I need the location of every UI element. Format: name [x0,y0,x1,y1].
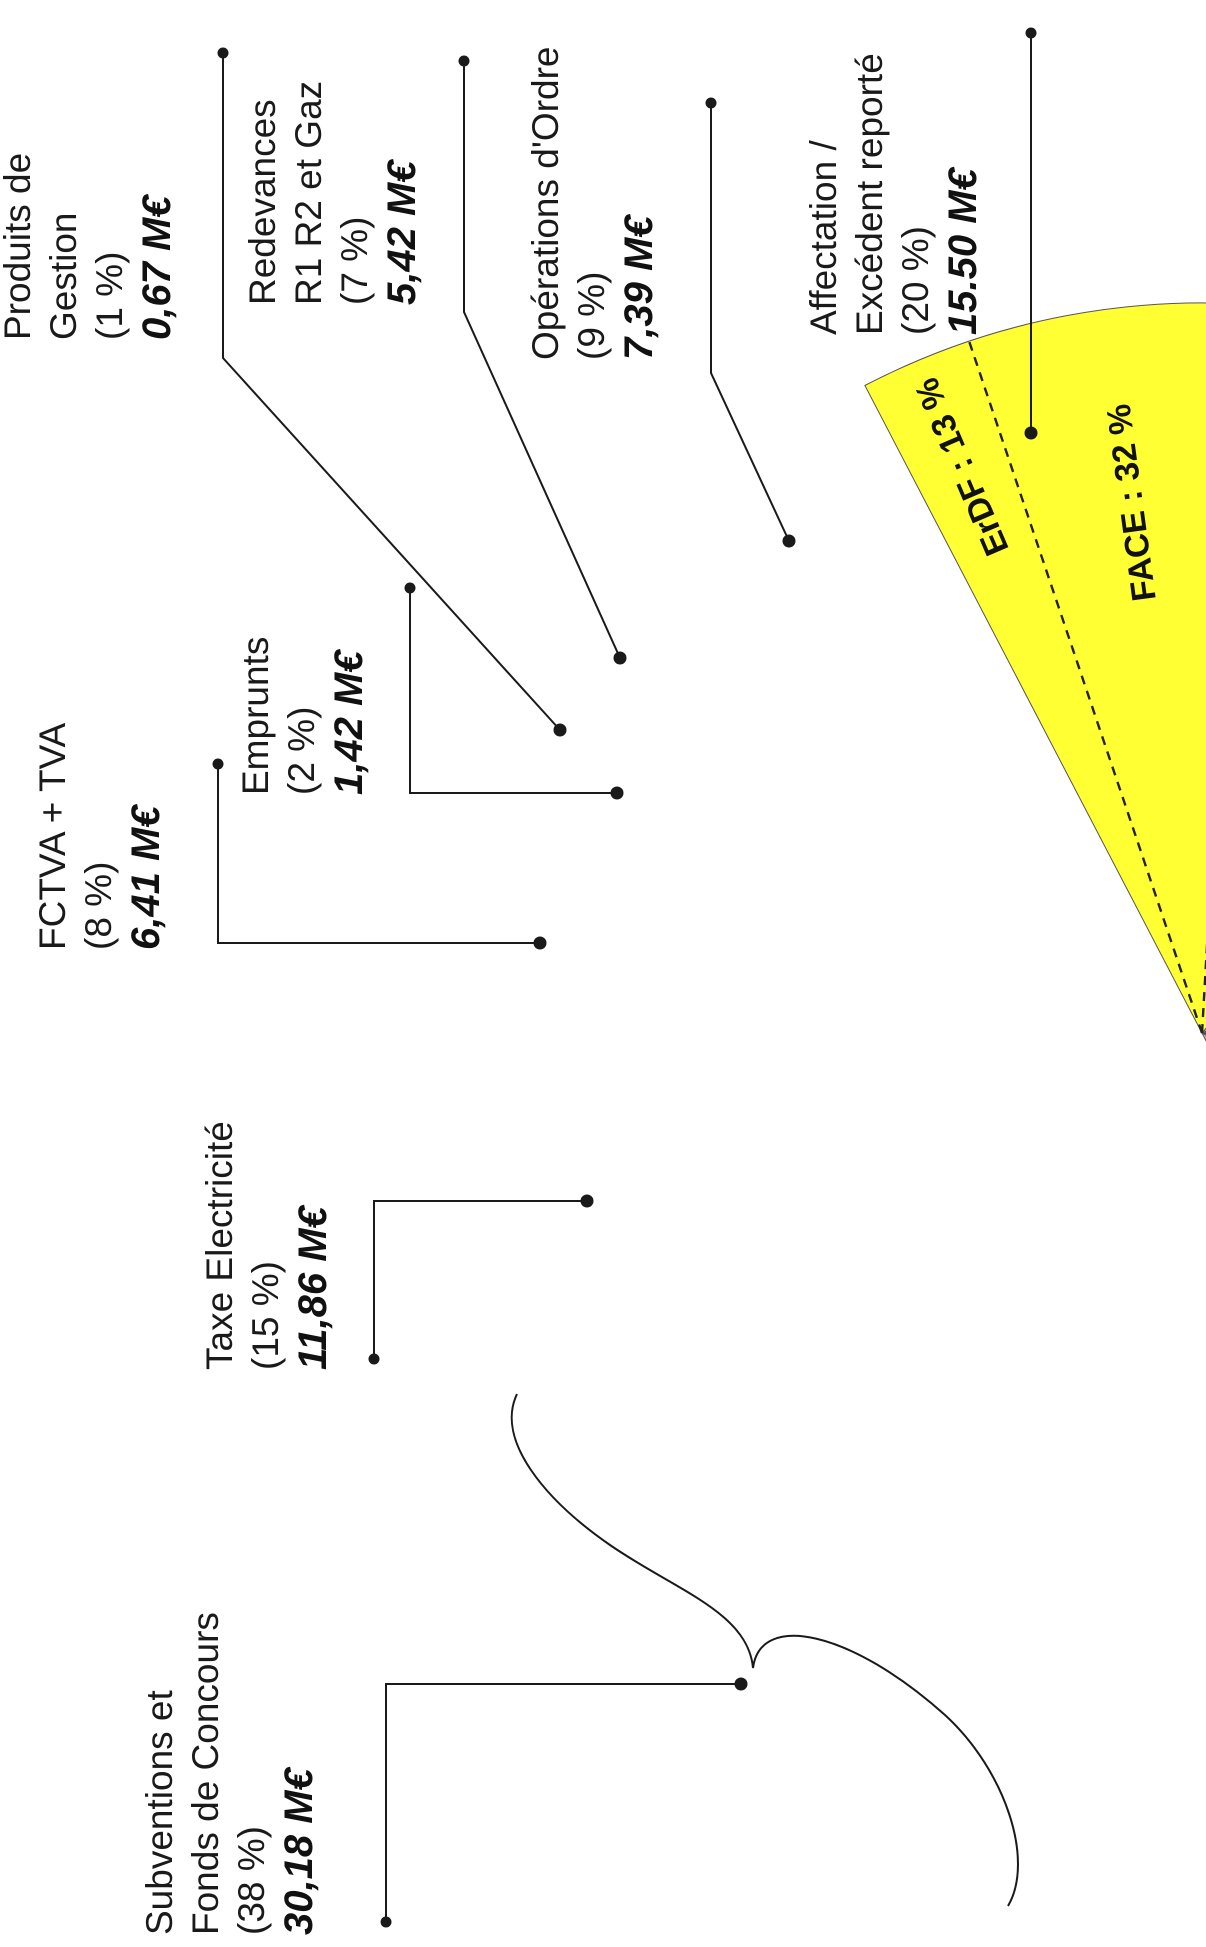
leader-end-dot [705,97,717,109]
label-line: (38 %) [231,1826,272,1935]
label-line: Produits de [0,153,38,340]
leader-anchor-dot [580,1194,594,1208]
leader-anchor-dot [553,723,567,737]
leader-produits [222,53,561,731]
leader-anchor-dot [533,936,547,950]
label-line: Affectation / [803,140,844,335]
label-line: Opérations d'Ordre [525,47,566,361]
leader-lines [212,27,1038,1928]
label-taxe: Taxe Electricité (15 %) 11,86 M€ [199,1121,335,1370]
subventions-brace-path [510,1393,1019,1907]
leader-end-dot [217,47,229,59]
leader-end-dot [404,582,416,594]
leader-anchor-dot [610,786,624,800]
label-line: Redevances [242,99,283,305]
leader-redevances [463,61,621,659]
label-line: FCTVA + TVA [32,722,73,950]
subdivision-lines [967,340,1206,1034]
label-line: Fonds de Concours [185,1612,226,1935]
pie-slices [864,302,1206,1042]
leader-end-dot [458,55,470,67]
label-line: (2 %) [281,707,322,795]
leader-end-dot [368,1353,380,1365]
label-line: Excédent reporté [849,53,890,335]
label-line: (7 %) [334,217,375,305]
leader-subventions [385,1683,741,1922]
value-label: 15.50 M€ [941,166,985,335]
label-emprunts: Emprunts (2 %) 1,42 M€ [235,637,371,795]
leader-operations [710,103,790,542]
leader-fctva [217,764,540,944]
value-label: 1,42 M€ [327,649,371,795]
leader-end-dot [212,758,224,770]
label-line: Subventions et [139,1689,180,1935]
value-label: 30,18 M€ [277,1766,321,1935]
label-produits: Produits de Gestion (1 %) 0,67 M€ [0,153,179,340]
value-label: 11,86 M€ [291,1204,335,1370]
label-line: Emprunts [235,637,276,795]
slice-subventions [864,302,1206,1034]
slice-operations [1201,1032,1206,1036]
label-affectation: Affectation / Excédent reporté (20 %) 15.50… [803,53,985,335]
slice-affectation [1200,1031,1206,1042]
leader-end-dot [380,1916,392,1928]
value-label: 7,39 M€ [617,214,661,360]
leader-anchor-dot [613,651,627,665]
leader-end-dot [1025,27,1037,39]
value-label: 0,67 M€ [135,194,179,340]
label-line: Gestion [43,212,84,340]
label-line: (20 %) [895,226,936,335]
leader-anchor-dot [1024,426,1038,440]
label-line: (15 %) [245,1261,286,1370]
label-line: (9 %) [571,272,612,360]
label-operations: Opérations d'Ordre (9 %) 7,39 M€ [525,47,661,361]
leader-anchor-dot [782,534,796,548]
leader-emprunts [409,588,617,794]
label-line: (1 %) [89,252,130,340]
subdivision-line [967,340,1204,1034]
leader-taxe [373,1200,587,1359]
label-line: R1 R2 et Gaz [288,81,329,305]
leader-anchor-dot [734,1677,748,1691]
value-label: 6,41 M€ [124,804,168,950]
label-redevances: Redevances R1 R2 et Gaz (7 %) 5,42 M€ [242,81,424,305]
label-line: (8 %) [78,862,119,950]
label-subventions: Subventions et Fonds de Concours (38 %) 30,… [139,1612,321,1935]
label-fctva: FCTVA + TVA (8 %) 6,41 M€ [32,722,168,950]
subventions-brace [510,1393,1019,1907]
value-label: 5,42 M€ [380,159,424,305]
label-line: Taxe Electricité [199,1121,240,1370]
